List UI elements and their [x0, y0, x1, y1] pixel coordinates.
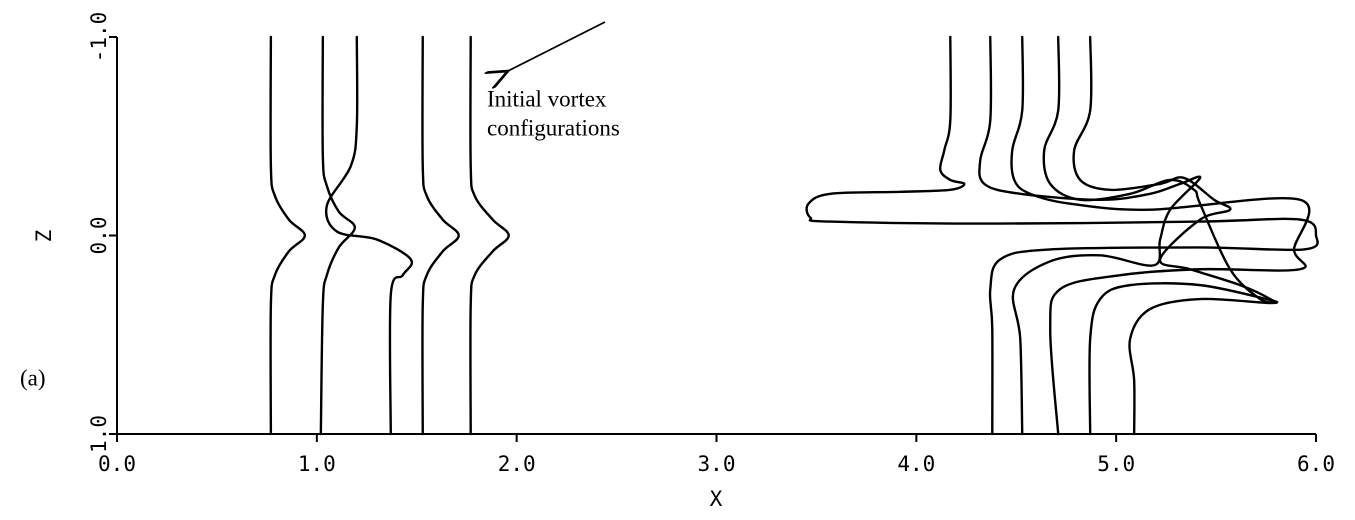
- x-tick-label: 2.0: [498, 452, 536, 476]
- annotation: configurations: [487, 115, 620, 140]
- vortex-line: [421, 35, 460, 436]
- x-tick-label: 6.0: [1297, 452, 1335, 476]
- x-tick-label: 5.0: [1097, 452, 1135, 476]
- vortex-line: [1010, 35, 1311, 436]
- vortex-line: [319, 35, 357, 436]
- y-tick-label: 0.0: [87, 217, 111, 255]
- panel-label: (a): [20, 365, 46, 390]
- y-axis-label: Z: [32, 230, 56, 243]
- annotation-arrow: [508, 21, 606, 71]
- vortex-line: [805, 35, 1319, 436]
- vortex-line: [269, 35, 307, 436]
- vortex-line: [1072, 35, 1278, 436]
- x-tick-label: 4.0: [897, 452, 935, 476]
- y-tick-label: -1.0: [87, 12, 111, 63]
- vortex-line: [325, 35, 414, 436]
- vortex-line: [978, 35, 1202, 436]
- vortex-line: [1042, 35, 1279, 436]
- vortex-line: [469, 35, 510, 436]
- y-tick-label: 1.0: [87, 415, 111, 453]
- x-tick-label: 3.0: [698, 452, 736, 476]
- annotation: Initial vortex: [487, 86, 607, 111]
- x-axis-label: X: [710, 487, 723, 511]
- x-tick-label: 0.0: [98, 452, 136, 476]
- x-tick-label: 1.0: [298, 452, 336, 476]
